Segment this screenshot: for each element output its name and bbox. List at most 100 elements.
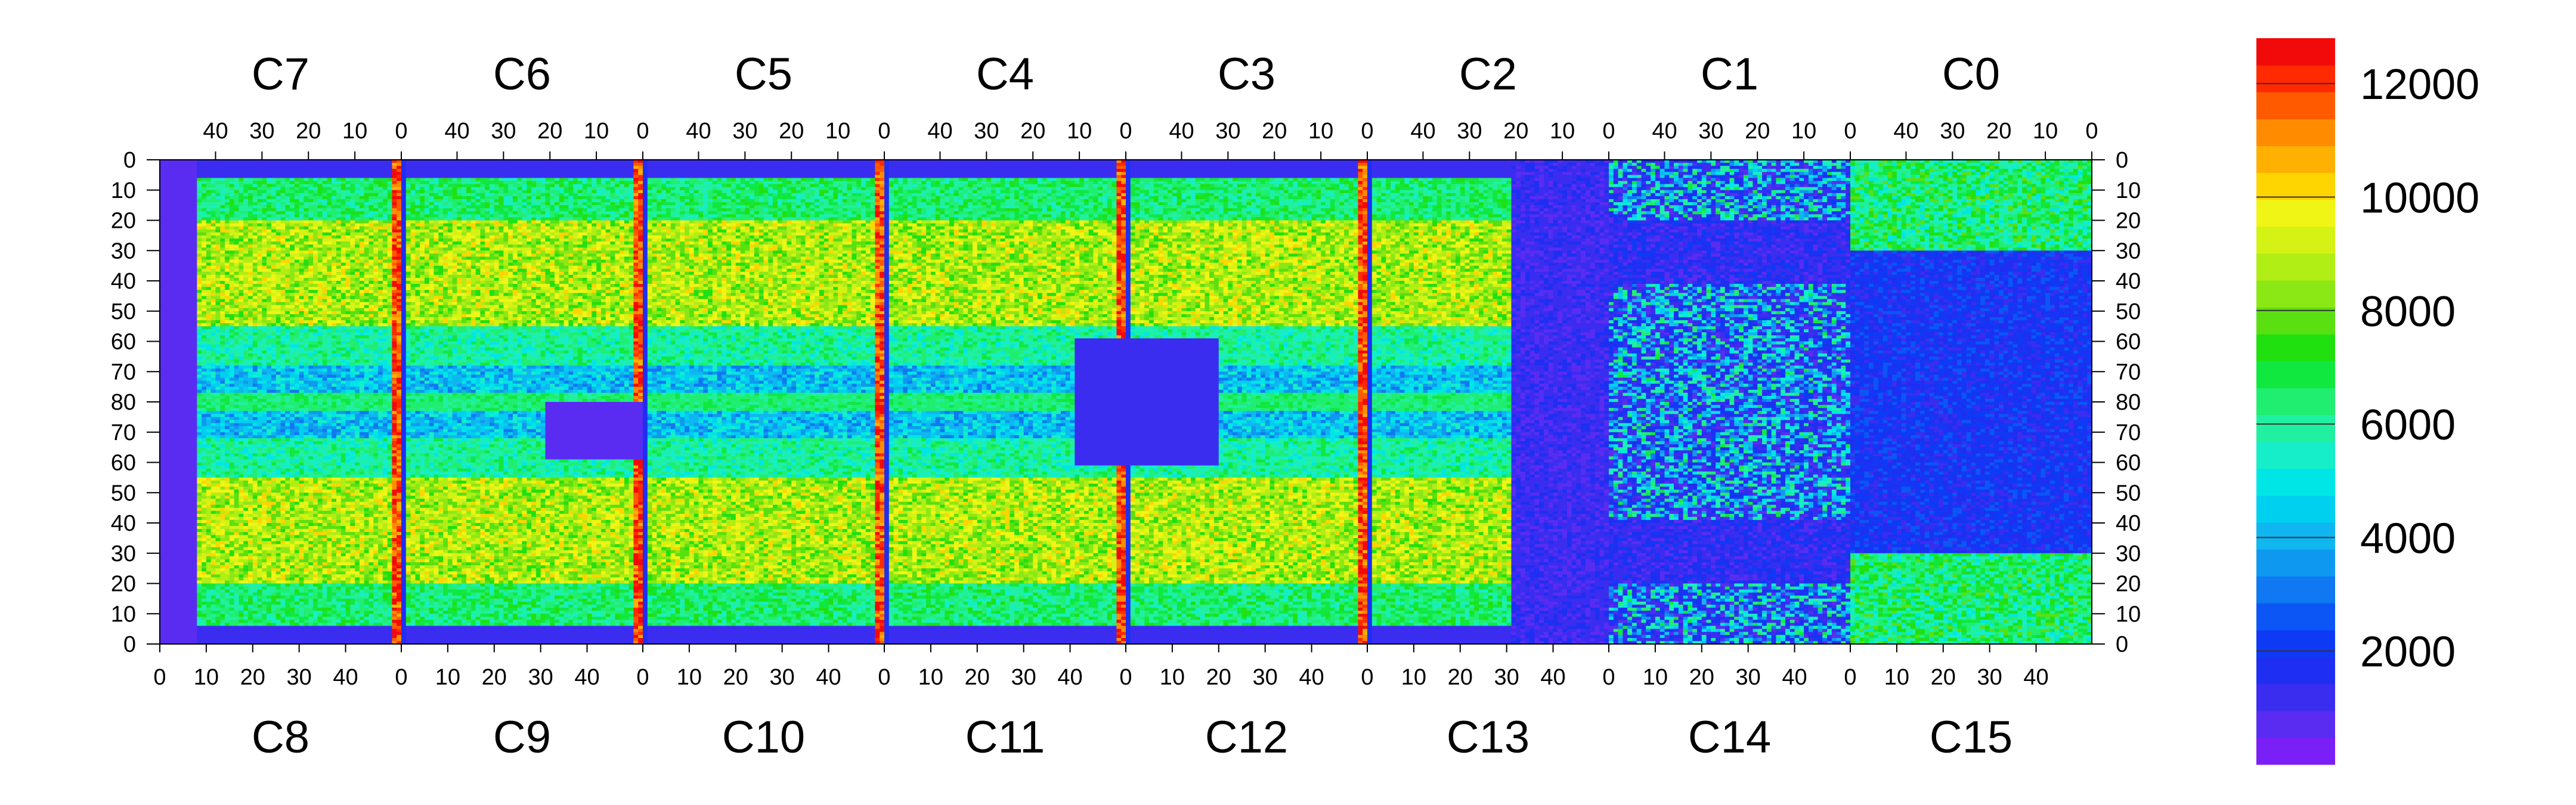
heat-cell xyxy=(1730,184,1735,188)
heat-cell xyxy=(1595,163,1609,166)
heat-cell xyxy=(476,184,481,188)
heat-cell xyxy=(1860,184,1865,188)
heat-cell xyxy=(926,184,931,188)
heat-cell xyxy=(912,187,922,191)
heat-cell xyxy=(2036,169,2041,172)
heat-cell xyxy=(308,193,313,197)
heat-cell xyxy=(1381,181,1386,185)
heat-cell xyxy=(1604,169,1609,172)
heat-cell xyxy=(1772,181,1776,185)
heat-cell xyxy=(1804,193,1813,197)
heat-cell xyxy=(1544,184,1549,188)
heat-cell xyxy=(1186,178,1191,181)
heat-cell xyxy=(1604,193,1609,197)
heat-cell xyxy=(267,193,271,197)
heat-cell xyxy=(1962,163,1967,166)
heat-cell xyxy=(308,187,318,191)
heat-cell xyxy=(1033,187,1052,191)
heat-cell xyxy=(230,184,234,188)
heat-cell xyxy=(2078,169,2083,172)
heat-cell xyxy=(2078,187,2083,191)
heat-cell xyxy=(1460,184,1465,188)
heat-cell xyxy=(685,178,689,181)
heat-cell xyxy=(921,193,926,197)
heat-cell xyxy=(1869,175,1878,178)
heat-cell xyxy=(355,184,360,188)
heat-cell xyxy=(1692,175,1697,178)
heat-cell xyxy=(476,187,485,191)
heat-cell xyxy=(415,193,420,197)
heat-cell xyxy=(276,178,286,181)
heat-cell xyxy=(1437,190,1442,194)
heat-cell xyxy=(1191,190,1196,194)
heat-cell xyxy=(1149,190,1154,194)
heat-cell xyxy=(1131,175,1358,178)
heat-cell xyxy=(2013,175,2018,178)
heat-cell xyxy=(271,184,276,188)
heat-cell xyxy=(782,184,787,188)
heat-cell xyxy=(1419,193,1423,197)
heat-cell xyxy=(1957,181,1967,185)
heat-cell xyxy=(1001,184,1005,188)
heat-cell xyxy=(1869,184,1874,188)
heat-cell xyxy=(513,184,522,188)
heat-cell xyxy=(438,193,443,197)
heat-cell xyxy=(341,178,346,181)
heat-cell xyxy=(503,181,518,185)
heat-cell xyxy=(2027,190,2032,194)
heat-cell xyxy=(1558,181,1572,185)
heat-cell xyxy=(202,178,211,181)
heat-cell xyxy=(2022,181,2027,185)
heat-cell xyxy=(1456,193,1460,197)
heat-cell xyxy=(2050,175,2055,178)
heat-cell xyxy=(1985,178,1990,181)
heat-cell xyxy=(1456,187,1460,191)
heat-cell xyxy=(1795,169,1800,172)
heat-cell xyxy=(1530,187,1535,191)
heat-cell xyxy=(1609,178,1614,181)
heat-cell xyxy=(1990,190,1995,194)
heat-cell xyxy=(1646,169,1651,172)
heat-cell xyxy=(1757,178,1762,181)
heat-cell xyxy=(1827,169,1832,172)
heat-cell xyxy=(1883,163,1888,166)
heat-cell xyxy=(2017,178,2022,181)
heat-cell xyxy=(676,187,680,191)
heat-cell xyxy=(1990,172,1995,175)
heat-cell xyxy=(1354,184,1358,188)
heat-cell xyxy=(657,184,661,188)
heat-cell xyxy=(1734,190,1739,194)
heat-cell xyxy=(545,184,550,188)
heat-cell xyxy=(485,190,490,194)
heat-cell xyxy=(1326,187,1335,191)
heat-cell xyxy=(1358,169,1363,172)
heat-cell xyxy=(1748,178,1758,181)
heat-cell xyxy=(1051,181,1056,185)
heat-cell xyxy=(908,190,922,194)
heat-cell xyxy=(1326,184,1330,188)
heat-cell xyxy=(1799,184,1804,188)
heat-cell xyxy=(1042,178,1047,181)
heat-cell xyxy=(1001,190,1010,194)
heat-cell xyxy=(1451,181,1465,185)
heat-cell xyxy=(1660,172,1665,175)
heat-cell xyxy=(318,178,323,181)
heat-cell xyxy=(1655,163,1660,166)
heat-cell xyxy=(1363,184,1367,188)
heat-cell xyxy=(1827,181,1832,185)
heat-cell xyxy=(912,178,922,181)
heat-cell xyxy=(1553,187,1572,191)
heat-cell xyxy=(401,175,406,178)
heat-cell xyxy=(1692,184,1697,188)
heat-cell xyxy=(1809,181,1818,185)
heat-cell xyxy=(290,187,295,191)
heat-cell xyxy=(592,184,596,188)
heat-cell xyxy=(1846,187,1850,191)
heat-cell xyxy=(313,184,318,188)
heat-cell xyxy=(1850,163,1855,166)
heat-cell xyxy=(1762,163,1767,166)
heat-cell xyxy=(1432,187,1437,191)
heat-cell xyxy=(1525,178,1530,181)
heat-cell xyxy=(648,184,657,188)
heat-cell xyxy=(392,166,397,169)
